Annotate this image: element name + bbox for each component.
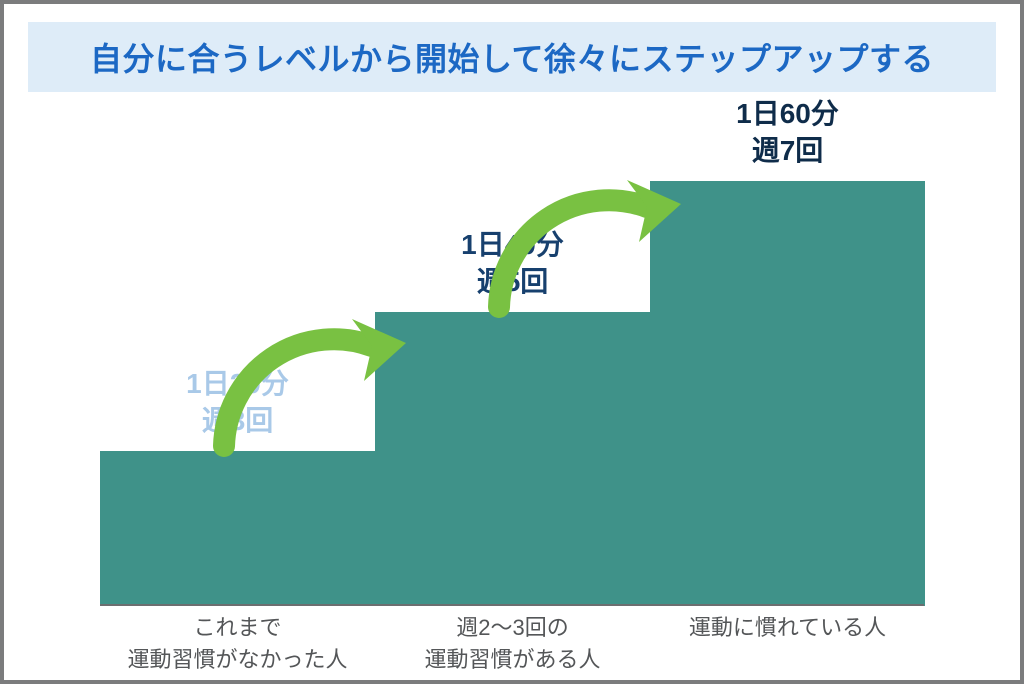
title-banner: 自分に合うレベルから開始して徐々にステップアップする	[28, 22, 996, 92]
axis-label-3: 運動に慣れている人	[650, 612, 925, 644]
step-up-arrow-icon-2	[479, 172, 699, 322]
step-bar-1	[100, 451, 375, 606]
axis-label-3-line2: 運動に慣れている人	[689, 615, 886, 640]
step-label-3-line2: 週7回	[752, 135, 824, 166]
title-text: 自分に合うレベルから開始して徐々にステップアップする	[90, 34, 934, 80]
axis-label-1-line2: 運動習慣がなかった人	[127, 647, 347, 672]
chart-baseline	[100, 604, 924, 606]
axis-label-1-line1: これまで	[193, 615, 281, 640]
infographic-frame: 自分に合うレベルから開始して徐々にステップアップする 1日20分 週3回 1日4…	[0, 0, 1024, 684]
axis-label-2-line2: 運動習慣がある人	[424, 647, 600, 672]
step-up-arrow-icon-1	[204, 311, 424, 461]
step-label-3-line1: 1日60分	[736, 98, 839, 129]
axis-label-2: 週2～3回の 運動習慣がある人	[375, 612, 650, 676]
axis-label-1: これまで 運動習慣がなかった人	[100, 612, 375, 676]
axis-label-2-line1: 週2～3回の	[456, 615, 568, 640]
step-label-3: 1日60分 週7回	[650, 96, 925, 169]
step-chart: 1日20分 週3回 1日40分 週5回 1日60分 週7回	[100, 144, 924, 606]
